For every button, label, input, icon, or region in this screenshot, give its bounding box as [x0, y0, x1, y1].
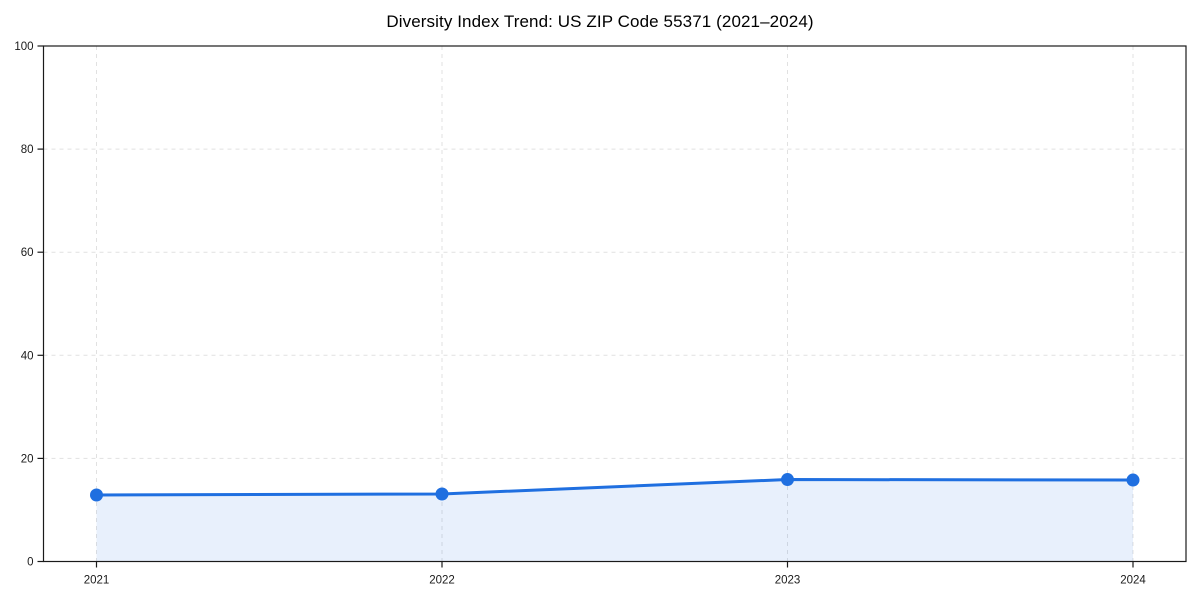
- data-point-2023: [781, 473, 794, 487]
- y-tick-label: 100: [14, 41, 33, 53]
- x-tick-label: 2021: [84, 575, 110, 587]
- y-tick-label: 60: [21, 247, 34, 259]
- y-tick-label: 40: [21, 350, 34, 362]
- trend-line: [95, 478, 1135, 497]
- x-tick-label: 2024: [1120, 575, 1146, 587]
- data-point-2021: [90, 488, 103, 502]
- area-fill: [96, 479, 1133, 562]
- x-tick-label: 2023: [775, 575, 801, 587]
- plot-border: [42, 45, 1187, 563]
- data-point-2022: [435, 487, 449, 501]
- chart-title: Diversity Index Trend: US ZIP Code 55371…: [386, 12, 814, 31]
- y-tick-label: 0: [27, 557, 33, 569]
- data-point-2024: [1126, 473, 1140, 487]
- y-tick-label: 20: [21, 453, 34, 465]
- x-tick-label: 2022: [429, 575, 455, 587]
- y-tick-label: 80: [21, 144, 34, 156]
